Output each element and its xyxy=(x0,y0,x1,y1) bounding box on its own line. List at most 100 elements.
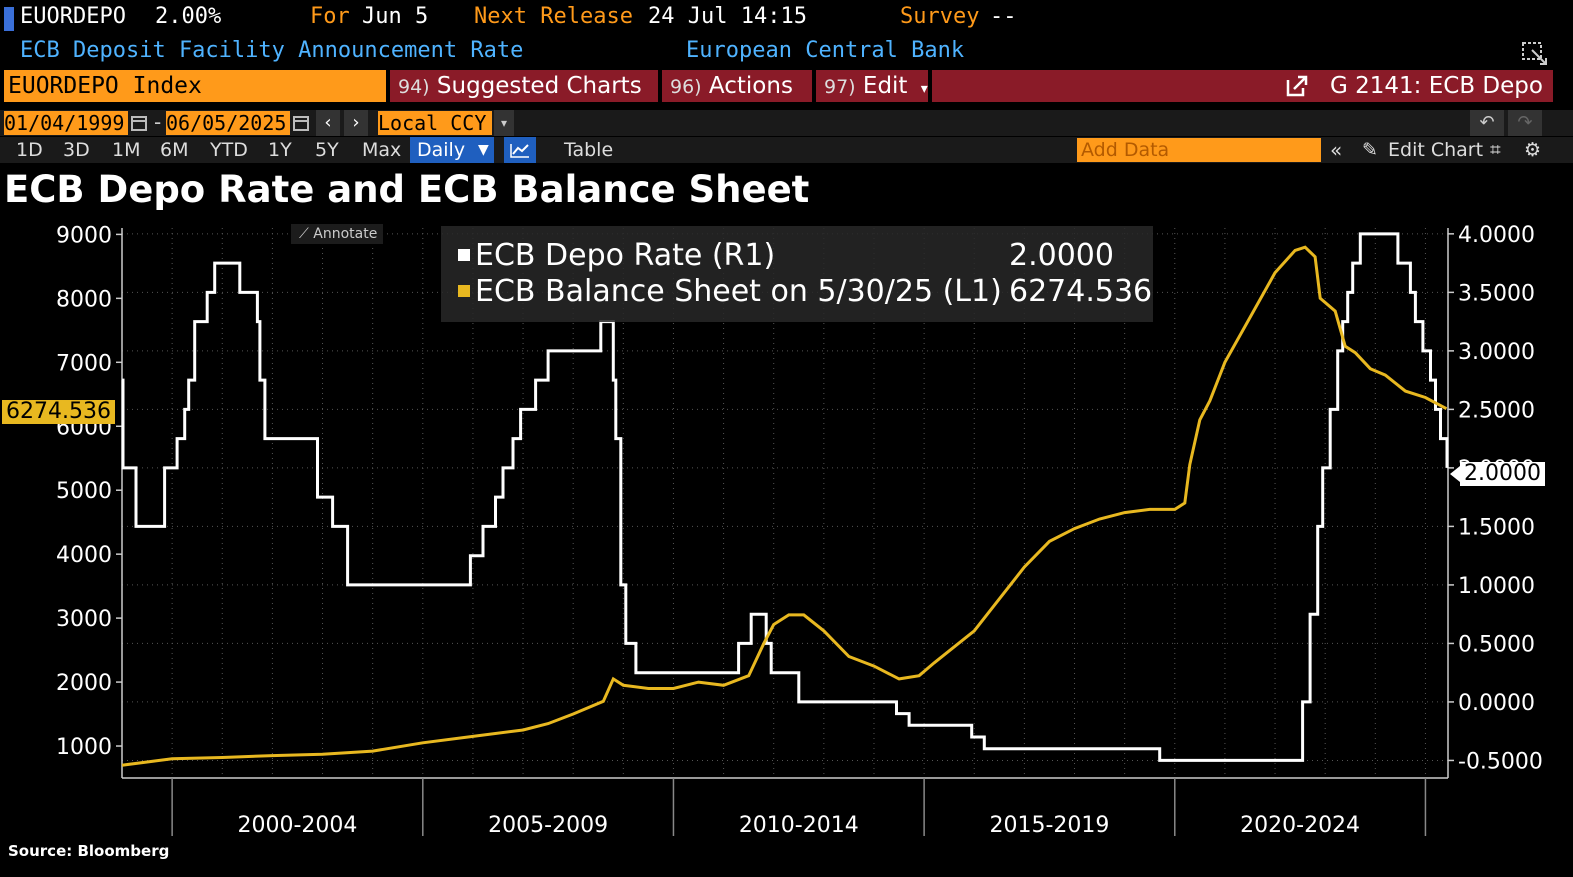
period-5y[interactable]: 5Y xyxy=(315,139,339,161)
left-tick-label: 2000 xyxy=(56,671,112,696)
chart-id: G 2141: ECB Depo xyxy=(1330,73,1543,99)
menu-number: 97) xyxy=(824,76,856,98)
right-tick-label: 1.0000 xyxy=(1458,574,1535,599)
left-tick-label: 9000 xyxy=(56,223,112,248)
left-tick-label: 8000 xyxy=(56,287,112,312)
chart-canvas: 100020003000400050006000700080009000-0.5… xyxy=(56,223,1543,838)
right-tick-label: 1.5000 xyxy=(1458,515,1535,540)
right-tick-label: 3.5000 xyxy=(1458,281,1535,306)
ticker-symbol: EUORDEPO xyxy=(20,4,126,29)
x-period-label: 2010-2014 xyxy=(739,813,859,838)
legend-swatch-depo xyxy=(458,249,470,261)
start-date-input[interactable]: 01/04/1999 xyxy=(4,111,128,135)
description-bar: ECB Deposit Facility Announcement Rate E… xyxy=(0,36,1573,68)
end-date-input[interactable]: 06/05/2025 xyxy=(166,111,290,135)
menu-number: 96) xyxy=(670,76,702,98)
period-bar: 1D 3D 1M 6M YTD 1Y 5Y Max Daily ▼ Table … xyxy=(0,137,1573,163)
pencil-icon[interactable]: ✎ xyxy=(1362,139,1378,161)
menu-label: Edit xyxy=(862,73,908,99)
external-link-icon[interactable] xyxy=(1284,74,1310,107)
menu-label: Actions xyxy=(708,73,793,99)
left-tick-label: 7000 xyxy=(56,351,112,376)
period-ytd[interactable]: YTD xyxy=(210,139,248,161)
frequency-label: Daily xyxy=(417,139,466,161)
right-tick-label: 3.0000 xyxy=(1458,340,1535,365)
chevron-down-icon: ▾ xyxy=(920,81,928,97)
suggested-charts-menu[interactable]: 94) Suggested Charts ▾ xyxy=(390,70,658,130)
calendar-icon[interactable] xyxy=(131,114,147,136)
series-line-depo-rate xyxy=(121,232,1449,762)
legend-value-depo: 2.0000 xyxy=(1009,238,1114,273)
quote-header: EUORDEPO 2.00% For Jun 5 Next Release 24… xyxy=(0,4,1573,34)
period-6m[interactable]: 6M xyxy=(160,139,189,161)
actions-menu[interactable]: 96) Actions ▾ xyxy=(662,70,812,130)
edit-chart-button[interactable]: Edit Chart xyxy=(1388,139,1484,161)
legend-value-balance: 6274.536 xyxy=(1009,274,1153,309)
date-separator: - xyxy=(154,110,162,134)
last-value-right-tag: 2.0000 xyxy=(1460,462,1545,486)
chevron-left-icon[interactable]: ‹ xyxy=(316,110,340,136)
security-input[interactable]: EUORDEPO Index xyxy=(4,70,386,102)
source-name: European Central Bank xyxy=(686,38,965,63)
chevron-down-icon[interactable]: ▾ xyxy=(494,110,514,136)
menu-label: Suggested Charts xyxy=(436,73,642,99)
annotate-button[interactable]: ⟋ Annotate xyxy=(291,224,383,244)
currency-select[interactable]: Local CCY xyxy=(378,111,492,135)
right-tick-label: 0.5000 xyxy=(1458,632,1535,657)
x-period-label: 2020-2024 xyxy=(1240,813,1360,838)
legend-swatch-balance xyxy=(458,285,470,297)
calendar-icon[interactable] xyxy=(293,114,309,136)
x-period-label: 2015-2019 xyxy=(989,813,1109,838)
next-release-label: Next Release xyxy=(474,4,633,29)
left-tick-label: 4000 xyxy=(56,543,112,568)
right-tick-label: 4.0000 xyxy=(1458,223,1535,248)
settings-gear-icon[interactable]: ⚙ xyxy=(1524,139,1542,161)
left-tick-label: 5000 xyxy=(56,479,112,504)
survey-label: Survey xyxy=(900,4,980,29)
pencil-icon: ⟋ xyxy=(299,226,309,242)
period-1m[interactable]: 1M xyxy=(112,139,141,161)
ticker-marker xyxy=(4,7,14,31)
triangle-down-icon: ▼ xyxy=(478,142,489,158)
right-tick-label: 2.5000 xyxy=(1458,398,1535,423)
ticker-value: 2.00% xyxy=(155,4,222,29)
period-3d[interactable]: 3D xyxy=(63,139,90,161)
legend: ECB Depo Rate (R1) 2.0000 ECB Balance Sh… xyxy=(441,226,1153,322)
last-value-left-tag: 6274.536 xyxy=(2,400,115,424)
series-line-balance-sheet xyxy=(121,245,1448,767)
expand-icon[interactable] xyxy=(1520,40,1550,74)
right-tick-label: -0.5000 xyxy=(1458,749,1543,774)
add-data-input[interactable]: Add Data xyxy=(1077,138,1321,162)
date-range-bar: 01/04/1999 - 06/05/2025 ‹ › Local CCY ▾ … xyxy=(0,110,1573,136)
chart-settings-icon[interactable]: ⌗ xyxy=(1490,139,1501,161)
table-button[interactable]: Table xyxy=(564,139,614,161)
double-chevron-icon[interactable]: « xyxy=(1330,138,1343,162)
next-release-value: 24 Jul 14:15 xyxy=(648,4,807,29)
x-period-label: 2005-2009 xyxy=(488,813,608,838)
chart-id-bar: G 2141: ECB Depo xyxy=(932,70,1553,102)
chevron-right-icon[interactable]: › xyxy=(344,110,368,136)
security-description: ECB Deposit Facility Announcement Rate xyxy=(20,38,524,63)
survey-value: -- xyxy=(990,4,1017,29)
period-1y[interactable]: 1Y xyxy=(268,139,292,161)
period-max[interactable]: Max xyxy=(362,139,402,161)
line-chart-icon[interactable] xyxy=(504,137,536,163)
edit-menu[interactable]: 97) Edit ▾ xyxy=(816,70,928,102)
for-date: Jun 5 xyxy=(362,4,429,29)
frequency-select[interactable]: Daily ▼ xyxy=(410,137,494,163)
for-label: For xyxy=(310,4,350,29)
x-period-label: 2000-2004 xyxy=(238,813,358,838)
right-tick-label: 0.0000 xyxy=(1458,691,1535,716)
source-note: Source: Bloomberg xyxy=(8,842,170,860)
redo-icon[interactable]: ↷ xyxy=(1508,110,1542,136)
left-tick-label: 3000 xyxy=(56,607,112,632)
menu-number: 94) xyxy=(398,76,430,98)
command-bar: EUORDEPO Index 94) Suggested Charts ▾ 96… xyxy=(0,70,1573,130)
last-value-pointer xyxy=(1450,466,1460,482)
legend-label-depo: ECB Depo Rate (R1) xyxy=(475,238,776,273)
period-1d[interactable]: 1D xyxy=(16,139,43,161)
chart-title: ECB Depo Rate and ECB Balance Sheet xyxy=(4,168,810,211)
left-tick-label: 1000 xyxy=(56,735,112,760)
legend-label-balance: ECB Balance Sheet on 5/30/25 (L1) xyxy=(475,274,1002,309)
undo-icon[interactable]: ↶ xyxy=(1470,110,1504,136)
